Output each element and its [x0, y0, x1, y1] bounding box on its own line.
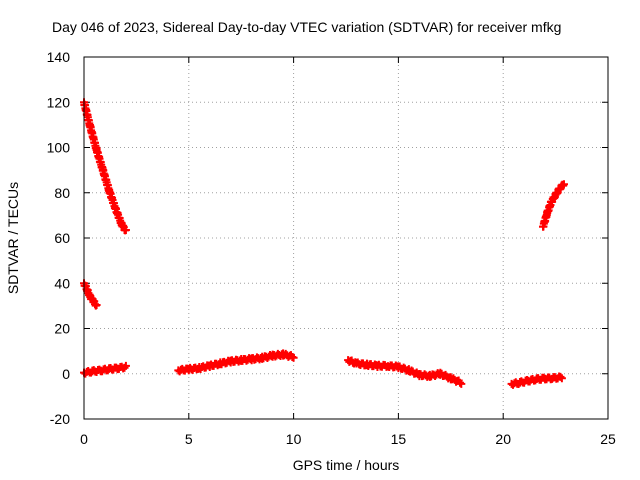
data-point: [457, 379, 466, 388]
series-arc-5: [344, 356, 466, 388]
x-tick-label: 5: [185, 431, 193, 447]
series-arc-6: [507, 372, 566, 389]
data-point: [557, 374, 566, 383]
y-tick-label: 40: [54, 275, 70, 291]
y-tick-label: 120: [47, 94, 71, 110]
data-point: [455, 378, 464, 387]
data-point: [556, 372, 565, 381]
data-point: [92, 300, 101, 309]
data-point: [559, 180, 568, 189]
y-axis-label: SDTVAR / TECUs: [5, 182, 21, 294]
x-axis-label: GPS time / hours: [293, 457, 400, 473]
x-tick-label: 20: [495, 431, 511, 447]
data-point: [289, 353, 298, 362]
plot-frame: [83, 56, 609, 420]
y-tick-label: 100: [47, 140, 71, 156]
data-point: [121, 226, 130, 235]
series-arc-4: [174, 349, 298, 376]
data-points: [80, 98, 568, 389]
series-arc-1: [80, 98, 130, 235]
x-tick-label: 15: [391, 431, 407, 447]
data-point: [121, 361, 130, 370]
series-arc-2: [80, 279, 101, 310]
y-tick-label: 20: [54, 321, 70, 337]
x-tick-label: 0: [80, 431, 88, 447]
y-tick-label: 60: [54, 230, 70, 246]
series-arc-3: [80, 361, 130, 378]
axis-ticks: 0 5 10 15 20 25 -20 0 20 40 60 80 100 120 140: [47, 49, 616, 447]
series-arc-7: [539, 180, 568, 231]
y-tick-label: 80: [54, 185, 70, 201]
y-tick-label: 0: [62, 366, 70, 382]
x-tick-label: 10: [286, 431, 302, 447]
grid: [84, 57, 608, 419]
y-tick-label: 140: [47, 49, 71, 65]
y-tick-label: -20: [50, 411, 70, 427]
chart-title: Day 046 of 2023, Sidereal Day-to-day VTE…: [52, 19, 561, 35]
x-tick-label: 25: [600, 431, 616, 447]
